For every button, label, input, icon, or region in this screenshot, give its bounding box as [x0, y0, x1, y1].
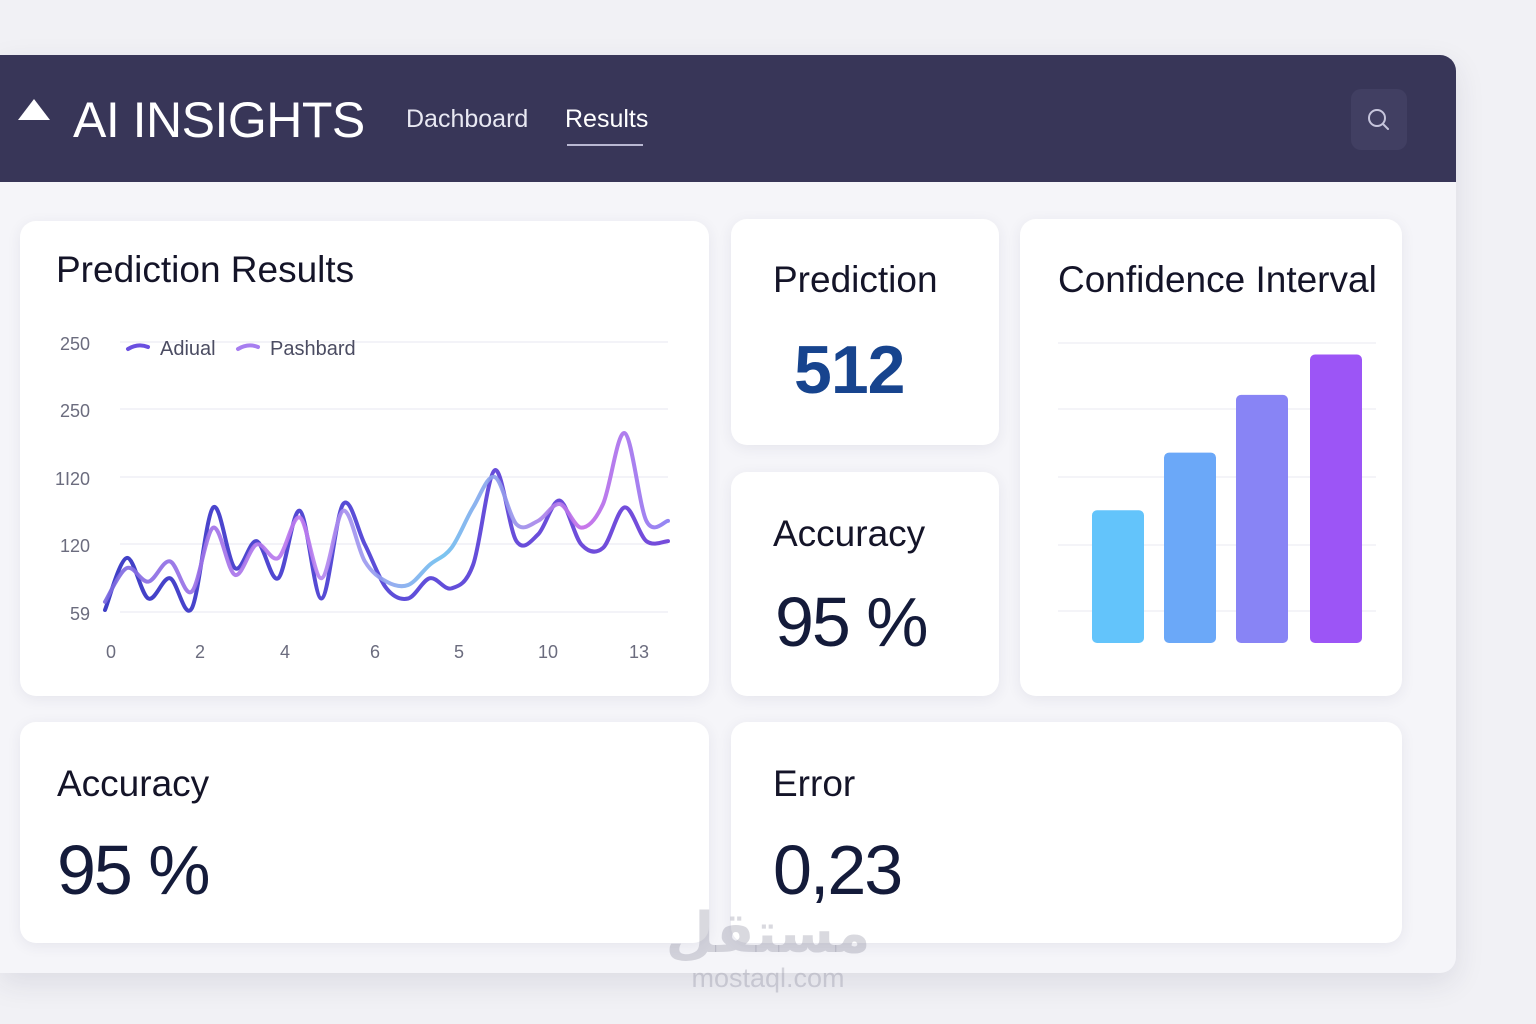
- search-button[interactable]: [1351, 89, 1407, 150]
- x-tick-label: 2: [195, 642, 205, 662]
- y-tick-label: 120: [60, 536, 90, 556]
- top-navbar: AI INSIGHTS Dachboard Results: [0, 55, 1456, 182]
- active-nav-underline: [567, 144, 643, 146]
- x-tick-label: 0: [106, 642, 116, 662]
- watermark-latin: mostaql.com: [691, 963, 845, 993]
- y-tick-label: 59: [70, 604, 90, 624]
- prediction-value: 512: [794, 332, 905, 408]
- brand-title: AI INSIGHTS: [73, 92, 365, 148]
- x-tick-label: 10: [538, 642, 558, 662]
- y-tick-label: 250: [60, 401, 90, 421]
- y-tick-label: 250: [60, 334, 90, 354]
- logo-triangle-icon: [18, 99, 50, 120]
- accuracy-value-large: 95 %: [57, 831, 211, 909]
- prediction-results-title: Prediction Results: [56, 249, 355, 290]
- confidence-interval-title: Confidence Interval: [1058, 259, 1377, 300]
- accuracy-title-large: Accuracy: [57, 763, 210, 804]
- x-tick-label: 5: [454, 642, 464, 662]
- legend-swatch: [236, 343, 260, 351]
- prediction-card: Prediction 512: [731, 219, 999, 445]
- error-value: 0,23: [773, 831, 903, 909]
- error-card: Error 0,23: [731, 722, 1402, 943]
- watermark-arabic: مستقل: [665, 901, 871, 966]
- x-tick-label: 13: [629, 642, 649, 662]
- accuracy-value-small: 95 %: [775, 583, 929, 661]
- prediction-results-card: Prediction Results 250 250 1I20 120 59 0 2 4 6 5 1…: [20, 221, 709, 696]
- confidence-bar-chart: [1058, 342, 1376, 643]
- error-title: Error: [773, 763, 856, 804]
- nav-dashboard-link[interactable]: Dachboard: [406, 105, 529, 133]
- ci-bar-3: [1236, 394, 1288, 643]
- accuracy-title-small: Accuracy: [773, 513, 926, 554]
- x-tick-label: 6: [370, 642, 380, 662]
- watermark: مستقل mostaql.com: [600, 901, 936, 994]
- ci-bar-1: [1092, 510, 1144, 643]
- prediction-title: Prediction: [773, 259, 938, 300]
- legend-label: Pashbard: [270, 338, 356, 360]
- legend-label: Adiual: [160, 338, 216, 360]
- ci-bar-2: [1164, 452, 1216, 643]
- nav-results-link[interactable]: Results: [565, 105, 649, 133]
- accuracy-card-small: Accuracy 95 %: [731, 472, 999, 696]
- series-line-adiual: [103, 468, 670, 613]
- series-line-pashbard: [103, 431, 670, 604]
- y-tick-label: 1I20: [55, 469, 90, 489]
- confidence-interval-card: Confidence Interval: [1020, 219, 1402, 696]
- ci-bar-4: [1310, 354, 1362, 643]
- search-icon: [1368, 109, 1389, 130]
- legend-swatch: [126, 343, 150, 351]
- accuracy-card-large: Accuracy 95 %: [20, 722, 709, 943]
- prediction-line-chart: 250 250 1I20 120 59 0 2 4 6 5 10 13 Adiual Pashbard: [55, 334, 670, 662]
- x-tick-label: 4: [280, 642, 290, 662]
